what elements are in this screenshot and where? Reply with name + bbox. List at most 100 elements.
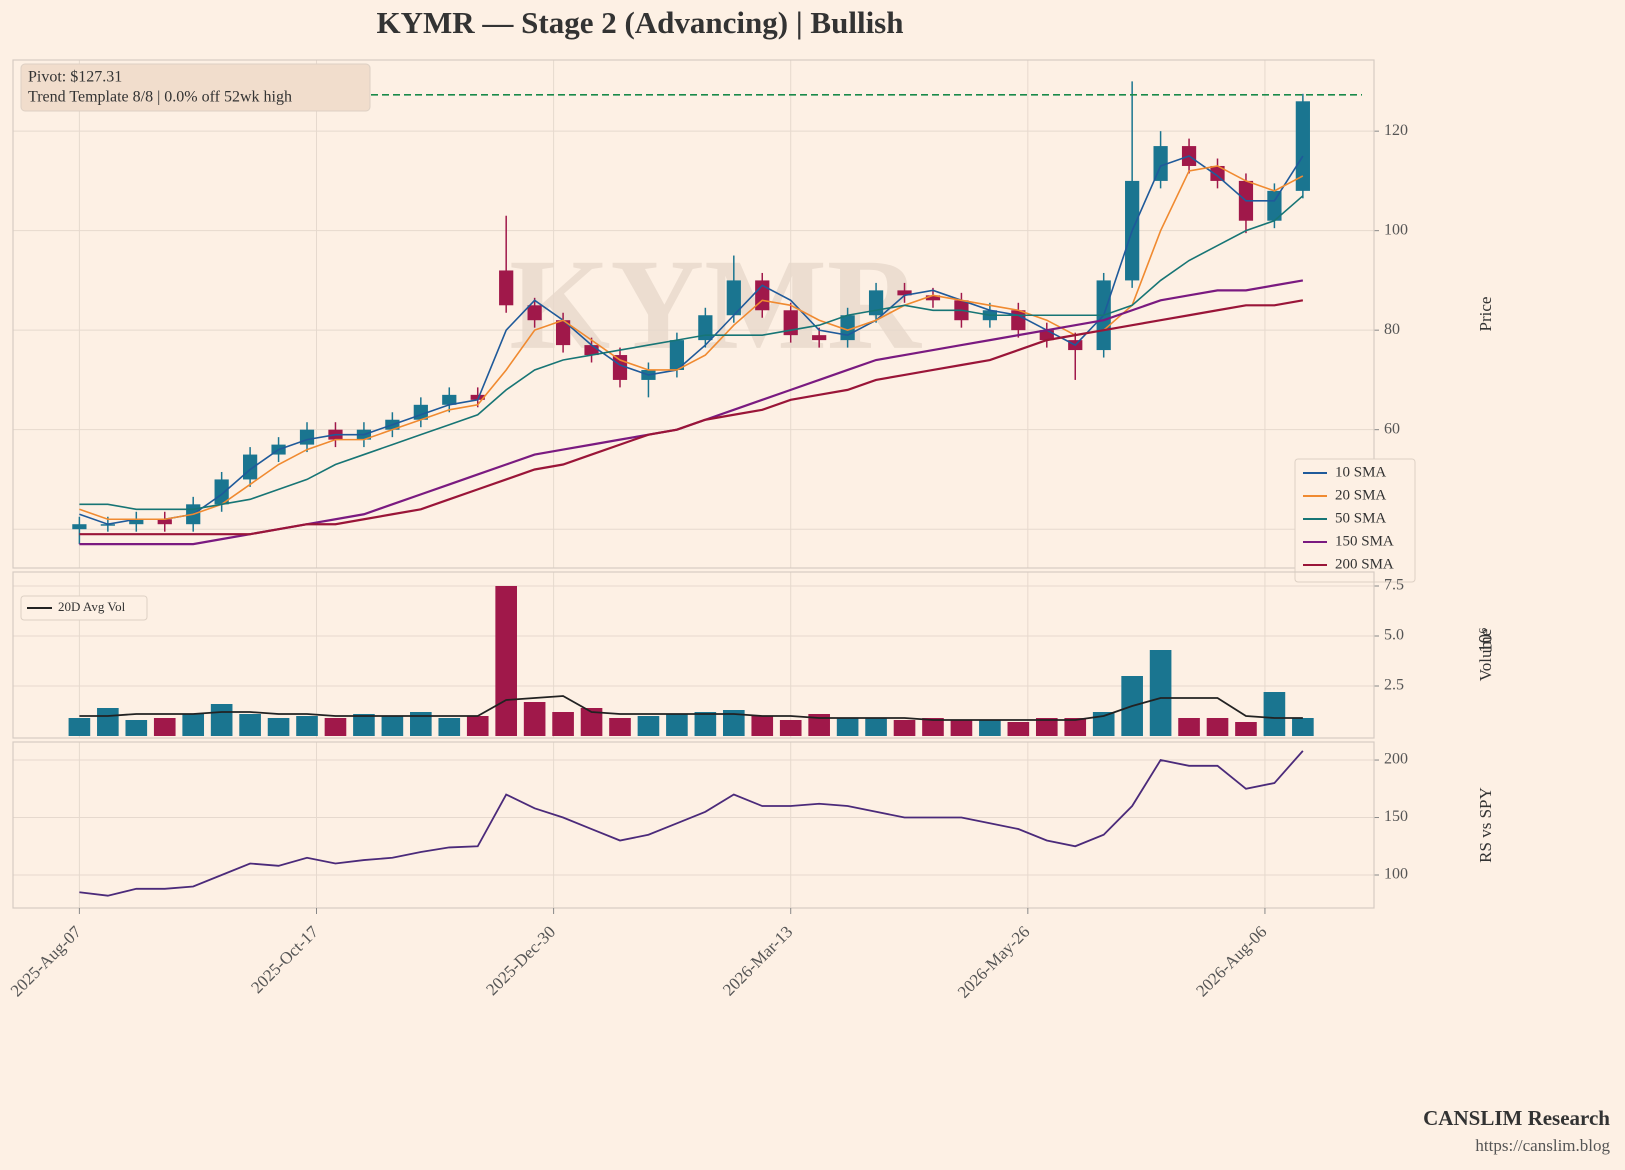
footer-brand: CANSLIM Research	[1423, 1106, 1610, 1130]
volume-bar	[153, 718, 176, 736]
legend-box	[20, 595, 148, 621]
volume-bar	[808, 714, 830, 736]
volume-bar	[865, 718, 887, 736]
volume-bar	[893, 720, 916, 736]
x-tick-label: 2026-Aug-06	[1192, 922, 1270, 1000]
volume-bar	[353, 714, 375, 736]
candle-body	[726, 280, 741, 316]
volume-bar	[637, 716, 660, 736]
volume-bar	[324, 718, 347, 736]
volume-bar	[1178, 718, 1200, 736]
legend-label: 50 SMA	[1335, 510, 1386, 526]
annotation-text: Trend Template 8/8 | 0.0% off 52wk high	[28, 89, 292, 106]
volume-bar	[438, 718, 461, 736]
y-axis-label: Price	[1476, 297, 1495, 332]
y-axis-label: RS vs SPY	[1476, 787, 1495, 863]
candle-body	[925, 295, 941, 301]
volume-bar	[552, 712, 574, 736]
y-tick-label: 100	[1384, 866, 1408, 883]
annotation-box	[20, 63, 371, 112]
legend-label: 10 SMA	[1335, 464, 1386, 480]
volume-bar	[466, 716, 489, 736]
x-tick-label: 2025-Oct-17	[247, 922, 322, 997]
candle-body	[442, 394, 457, 405]
y-tick-label: 200	[1384, 751, 1408, 768]
y-axis-label: Volume	[1476, 629, 1495, 682]
volume-bar	[580, 708, 603, 736]
sma-line	[79, 299, 1304, 536]
volume-bar	[1206, 718, 1229, 736]
sma-line	[79, 195, 1304, 511]
candle-body	[527, 305, 542, 321]
volume-bar	[296, 716, 318, 736]
candle-body	[555, 320, 571, 346]
volume-bar	[722, 710, 745, 736]
avg-volume-line	[79, 695, 1303, 721]
axis-offset-label: 10⁶	[1475, 627, 1496, 653]
footer-url: https://canslim.blog	[1475, 1136, 1610, 1155]
y-tick-label: 5.0	[1384, 627, 1404, 644]
candle-body	[1210, 165, 1225, 181]
annotation-text: Pivot: $127.31	[28, 69, 122, 86]
volume-bar	[950, 720, 973, 736]
legend-box	[1294, 458, 1416, 583]
volume-bar	[1064, 718, 1087, 736]
panel-frame	[12, 59, 1375, 569]
volume-bar	[1263, 692, 1286, 736]
volume-bar	[979, 720, 1001, 736]
candle-body	[72, 524, 87, 530]
candle-body	[1039, 330, 1054, 341]
legend-label: 20D Avg Vol	[58, 599, 126, 614]
x-tick-label: 2025-Dec-30	[482, 922, 559, 999]
candle-body	[812, 335, 827, 341]
y-tick-label: 120	[1384, 122, 1408, 139]
volume-bar	[1035, 718, 1058, 736]
volume-bar	[751, 716, 774, 736]
candle-body	[669, 340, 685, 370]
rs-line	[79, 750, 1304, 897]
panel-frame	[12, 571, 1375, 739]
volume-bar	[68, 718, 91, 736]
volume-bar	[97, 708, 119, 736]
y-tick-label: 100	[1384, 221, 1408, 238]
candle-body	[584, 345, 599, 356]
candle-body	[299, 429, 315, 445]
candle-body	[214, 479, 229, 505]
panel-frame	[12, 741, 1375, 909]
y-tick-label: 60	[1384, 420, 1400, 437]
legend-label: 150 SMA	[1335, 533, 1394, 549]
volume-bar	[267, 718, 290, 736]
candle-body	[129, 519, 144, 525]
volume-bar	[1149, 650, 1172, 736]
x-tick-label: 2026-May-26	[954, 922, 1034, 1002]
volume-bar	[836, 718, 859, 736]
candle-body	[242, 454, 258, 480]
y-tick-label: 80	[1384, 321, 1400, 338]
volume-bar	[666, 714, 688, 736]
y-tick-label: 2.5	[1384, 677, 1404, 694]
candle-body	[499, 270, 514, 306]
x-tick-label: 2025-Aug-07	[7, 922, 86, 1001]
volume-bar	[779, 720, 802, 736]
candle-body	[1011, 310, 1026, 331]
y-tick-label: 7.5	[1384, 577, 1404, 594]
volume-bar	[1092, 712, 1115, 736]
candle-body	[698, 315, 713, 341]
y-tick-label: 150	[1384, 808, 1408, 825]
candle-body	[897, 290, 912, 296]
volume-bar	[210, 704, 233, 736]
volume-bar	[1007, 722, 1030, 736]
candle-body	[1295, 101, 1310, 191]
legend-label: 20 SMA	[1335, 487, 1386, 503]
candle-body	[470, 394, 485, 400]
candle-body	[157, 519, 172, 525]
volume-bar	[125, 720, 148, 736]
watermark: KYMR	[509, 233, 923, 377]
volume-bar	[694, 712, 717, 736]
x-tick-label: 2026-Mar-13	[719, 922, 796, 999]
volume-bar	[1292, 718, 1314, 736]
volume-bar	[1235, 722, 1257, 736]
legend-label: 200 SMA	[1335, 556, 1394, 572]
volume-bar	[381, 716, 404, 736]
